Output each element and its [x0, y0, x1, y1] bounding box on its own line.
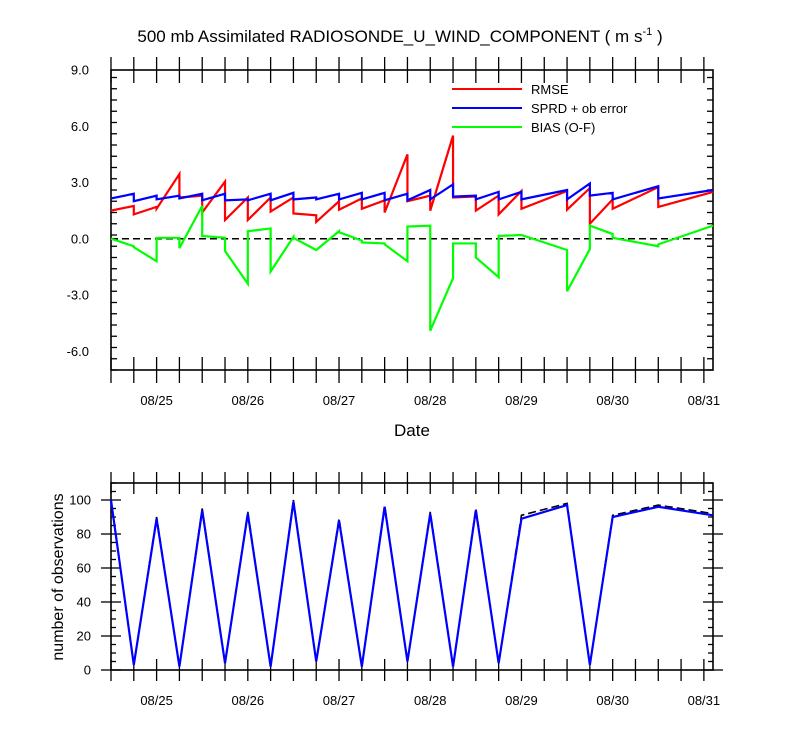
x-tick-label: 08/28 — [414, 393, 447, 408]
y-tick-label: 9.0 — [71, 63, 89, 78]
y-tick-label: 40 — [77, 595, 91, 610]
x-tick-label: 08/31 — [688, 693, 721, 708]
x-tick-label: 08/29 — [505, 393, 538, 408]
top-plot: 08/25 08/26 08/27 08/28 08/29 08/30 08/31 9.0 6.… — [67, 57, 721, 408]
x-tick-label: 08/26 — [232, 393, 265, 408]
x-tick-label: 08/30 — [596, 393, 629, 408]
chart-title-exponent: -1 — [642, 26, 652, 38]
x-tick-label: 08/29 — [505, 693, 538, 708]
x-tick-label: 08/26 — [232, 693, 265, 708]
series-line-used — [109, 499, 714, 667]
x-axis-label: Date — [394, 421, 430, 440]
series-line-bias-o-f — [110, 205, 714, 332]
y-tick-label: 0 — [84, 663, 91, 678]
y-tick-label: 80 — [77, 527, 91, 542]
y-tick-label: 0.0 — [71, 231, 89, 246]
y-tick-label: 6.0 — [71, 119, 89, 134]
x-tick-label: 08/25 — [140, 693, 173, 708]
y-tick-label: 20 — [77, 629, 91, 644]
x-tick-label: 08/28 — [414, 693, 447, 708]
y-tick-label: 3.0 — [71, 175, 89, 190]
x-tick-label: 08/30 — [596, 693, 629, 708]
legend-label: RMSE — [531, 82, 569, 97]
bottom-plot: 08/25 08/26 08/27 08/28 08/29 08/30 08/31 100 80… — [69, 472, 723, 708]
chart-title-suffix: ) — [652, 27, 662, 46]
series-line-sprd-ob-error — [110, 181, 714, 203]
x-tick-label: 08/27 — [323, 393, 356, 408]
y-tick-label: -3.0 — [67, 288, 89, 303]
top-plot-frame — [110, 69, 714, 371]
legend-label: BIAS (O-F) — [531, 120, 595, 135]
x-tick-label: 08/25 — [140, 393, 173, 408]
series-line-possible — [110, 499, 714, 667]
x-tick-label: 08/27 — [323, 693, 356, 708]
chart-title-text: 500 mb Assimilated RADIOSONDE_U_WIND_COM… — [137, 27, 642, 46]
y-axis-label-observations: number of observations — [50, 493, 67, 660]
y-tick-label: 60 — [77, 561, 91, 576]
x-tick-label: 08/31 — [688, 393, 721, 408]
y-tick-label: -6.0 — [67, 344, 89, 359]
legend-label: SPRD + ob error — [531, 101, 628, 116]
chart-title: 500 mb Assimilated RADIOSONDE_U_WIND_COM… — [137, 26, 662, 46]
legend: RMSE SPRD + ob error BIAS (O-F) — [452, 82, 628, 135]
y-tick-label: 100 — [69, 493, 91, 508]
